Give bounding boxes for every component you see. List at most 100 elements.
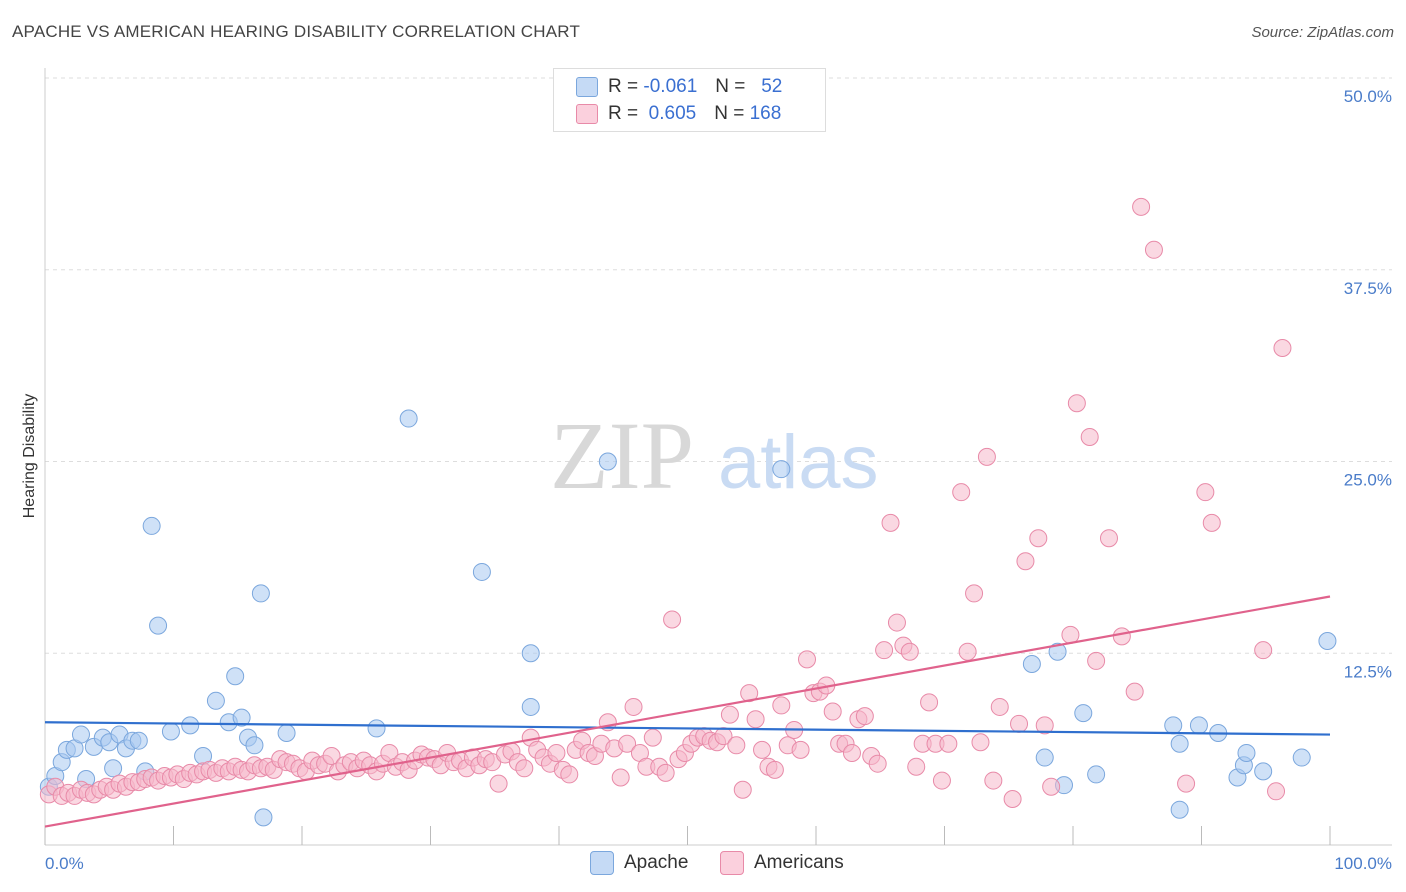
apache-point — [142, 516, 161, 535]
apache-point — [1048, 642, 1067, 661]
americans-point — [547, 743, 566, 762]
americans-point — [1196, 483, 1215, 502]
americans-point — [977, 447, 996, 466]
legend-n-value: 52 — [761, 76, 783, 97]
americans-point — [900, 642, 919, 661]
apache-point — [772, 460, 791, 479]
americans-point — [1080, 427, 1099, 446]
legend-r-label: R = — [608, 103, 639, 124]
legend-n-label: N = — [715, 76, 746, 97]
americans-point — [656, 763, 675, 782]
apache-point — [251, 584, 270, 603]
y-tick-label: 12.5% — [1344, 662, 1392, 681]
americans-point — [855, 707, 874, 726]
americans-point — [990, 697, 1009, 716]
apache-point — [598, 452, 617, 471]
americans-point — [1273, 338, 1292, 357]
americans-point — [1042, 777, 1061, 796]
watermark-atlas: atlas — [718, 420, 879, 505]
apache-point — [1189, 716, 1208, 735]
legend-swatch-americans — [576, 104, 598, 124]
americans-point — [887, 613, 906, 632]
apache-point — [521, 644, 540, 663]
americans-point — [1087, 651, 1106, 670]
americans-point — [663, 610, 682, 629]
y-tick-label: 25.0% — [1344, 471, 1392, 490]
apache-point — [1170, 800, 1189, 819]
apache-point — [1237, 743, 1256, 762]
apache-point — [1074, 704, 1093, 723]
apache-point — [1318, 631, 1337, 650]
americans-point — [1132, 197, 1151, 216]
americans-point — [1177, 774, 1196, 793]
bottom-legend-label-americans: Americans — [754, 852, 844, 873]
americans-point — [489, 774, 508, 793]
americans-point — [753, 740, 772, 759]
americans-point — [611, 768, 630, 787]
americans-point — [643, 728, 662, 747]
apache-point — [226, 667, 245, 686]
americans-point — [939, 734, 958, 753]
americans-point — [765, 760, 784, 779]
americans-point — [984, 771, 1003, 790]
legend-n-label: N = — [714, 103, 745, 124]
apache-point — [521, 697, 540, 716]
apache-point — [1164, 716, 1183, 735]
apache-point — [1254, 762, 1273, 781]
legend: R = -0.061 N = 52 R = 0.605 N = 168 — [553, 68, 826, 132]
americans-point — [1067, 394, 1086, 413]
grid-lines — [45, 77, 1392, 654]
americans-points — [39, 197, 1292, 808]
apache-point — [161, 722, 180, 741]
apache-point — [367, 719, 386, 738]
legend-row-americans: R = 0.605 N = 168 — [576, 102, 781, 126]
apache-point — [399, 409, 418, 428]
americans-point — [740, 684, 759, 703]
y-tick-label: 50.0% — [1344, 87, 1392, 106]
americans-point — [1029, 529, 1048, 548]
americans-point — [868, 754, 887, 773]
watermark: ZIP atlas — [550, 402, 879, 509]
americans-point — [1125, 682, 1144, 701]
trend-lines — [44, 595, 1331, 828]
chart-title: APACHE VS AMERICAN HEARING DISABILITY CO… — [12, 22, 581, 41]
americans-point — [1035, 716, 1054, 735]
americans-trend-line — [44, 595, 1331, 828]
y-axis-label: Hearing Disability — [21, 394, 38, 519]
apache-point — [1022, 654, 1041, 673]
americans-point — [791, 740, 810, 759]
x-tick-label: 0.0% — [45, 854, 84, 873]
americans-point — [958, 642, 977, 661]
legend-r-value: 0.605 — [648, 103, 697, 124]
bottom-legend-swatch-apache — [590, 851, 614, 875]
apache-point — [277, 724, 296, 743]
apache-point — [1035, 748, 1054, 767]
americans-point — [322, 747, 341, 766]
americans-point — [1254, 641, 1273, 660]
y-tick-label: 37.5% — [1344, 279, 1392, 298]
americans-point — [1144, 240, 1163, 259]
apache-trend-line — [44, 721, 1331, 736]
apache-point — [1170, 734, 1189, 753]
americans-point — [798, 650, 817, 669]
x-tick-label: 100.0% — [1334, 854, 1392, 873]
watermark-zip: ZIP — [550, 402, 694, 509]
axes — [44, 68, 1392, 846]
americans-point — [842, 743, 861, 762]
apache-point — [232, 708, 251, 727]
apache-point — [104, 759, 123, 778]
americans-point — [1202, 513, 1221, 532]
bottom-legend-swatch-americans — [720, 851, 744, 875]
americans-point — [618, 734, 637, 753]
americans-point — [1003, 789, 1022, 808]
bottom-legend-americans: Americans — [720, 851, 844, 875]
americans-point — [1010, 714, 1029, 733]
americans-point — [932, 771, 951, 790]
apache-point — [472, 562, 491, 581]
legend-r-label: R = — [608, 76, 639, 97]
americans-point — [515, 759, 534, 778]
americans-point — [907, 757, 926, 776]
apache-point — [71, 725, 90, 744]
bottom-legend-label-apache: Apache — [624, 852, 689, 873]
